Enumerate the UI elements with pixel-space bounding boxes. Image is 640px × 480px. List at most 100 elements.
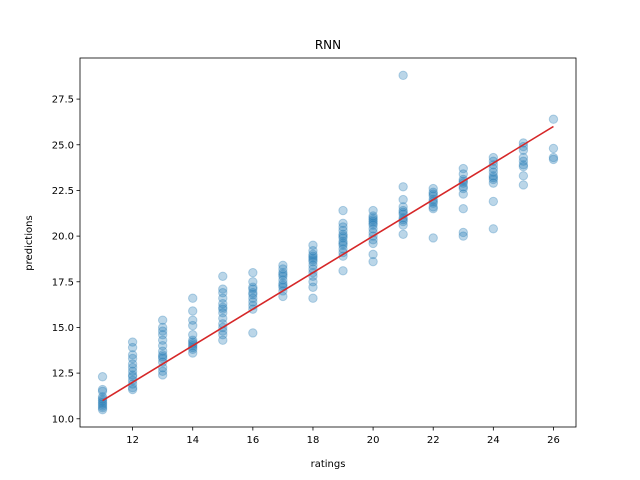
data-point: [548, 114, 559, 124]
data-point: [278, 267, 288, 278]
y-axis-label: predictions: [24, 215, 35, 270]
data-point: [97, 372, 108, 382]
data-point: [338, 231, 348, 241]
data-point: [188, 330, 198, 340]
data-point: [488, 152, 499, 163]
data-point: [308, 293, 318, 303]
data-point: [368, 218, 378, 229]
data-point: [97, 397, 108, 408]
data-point: [127, 353, 138, 364]
data-point: [428, 189, 438, 199]
data-point: [127, 370, 138, 380]
data-point: [157, 322, 168, 333]
data-point: [428, 187, 438, 197]
data-point: [248, 284, 258, 294]
data-point: [157, 330, 168, 340]
data-point: [127, 362, 138, 373]
data-point: [218, 330, 228, 340]
data-point: [488, 224, 499, 234]
data-point: [278, 269, 288, 280]
data-point: [248, 267, 258, 278]
data-point: [218, 335, 228, 345]
data-point: [127, 342, 138, 353]
fit-line: [102, 125, 554, 402]
data-point: [518, 152, 529, 163]
data-point: [338, 236, 348, 247]
data-point: [127, 337, 138, 347]
data-point: [188, 348, 198, 358]
data-point: [157, 351, 168, 362]
x-axis: 12 14 16 18 20 22 24 26: [126, 427, 560, 446]
x-tick-label: 20: [367, 435, 380, 446]
data-point: [338, 205, 348, 216]
data-point: [157, 350, 168, 360]
data-point: [368, 220, 378, 230]
data-point: [398, 194, 408, 205]
data-point: [218, 304, 228, 314]
data-point: [127, 384, 138, 395]
data-point: [308, 277, 318, 287]
y-tick-label: 27.5: [52, 95, 74, 106]
data-point: [398, 205, 408, 216]
data-point: [338, 266, 348, 276]
data-point: [428, 202, 438, 212]
data-point: [458, 204, 468, 214]
data-point: [248, 289, 258, 300]
data-point: [368, 256, 378, 267]
data-point: [308, 249, 318, 260]
data-point: [97, 403, 108, 413]
data-point: [338, 238, 348, 249]
data-point: [488, 171, 499, 181]
data-point: [188, 320, 198, 331]
data-point: [488, 167, 499, 177]
data-point: [488, 178, 499, 188]
y-tick-label: 17.5: [52, 277, 74, 288]
data-point: [458, 163, 468, 174]
data-point: [127, 383, 138, 393]
data-point: [218, 308, 228, 318]
data-point: [368, 216, 378, 227]
data-point: [368, 205, 378, 216]
data-point: [518, 160, 529, 170]
data-point: [428, 204, 438, 214]
data-point: [248, 293, 258, 303]
data-point: [398, 220, 408, 230]
data-point: [518, 145, 529, 155]
y-tick-label: 25.0: [52, 140, 74, 151]
x-tick-label: 22: [427, 435, 440, 446]
y-tick-label: 15.0: [52, 323, 74, 334]
data-point: [97, 384, 108, 395]
data-point: [308, 240, 318, 250]
data-point: [308, 260, 318, 271]
data-point: [398, 182, 408, 192]
data-point: [458, 182, 468, 192]
data-point: [218, 284, 228, 294]
y-tick-label: 22.5: [52, 186, 74, 197]
data-point: [518, 180, 529, 190]
x-tick-label: 12: [126, 435, 139, 446]
data-point: [188, 335, 198, 345]
data-point: [218, 302, 228, 313]
x-tick-label: 16: [246, 435, 259, 446]
data-point: [157, 335, 168, 345]
data-point: [518, 161, 529, 172]
data-point: [338, 218, 348, 229]
data-point: [157, 366, 168, 376]
y-tick-label: 10.0: [52, 414, 74, 425]
data-point: [398, 229, 408, 239]
x-tick-label: 18: [307, 435, 320, 446]
data-point: [338, 240, 348, 250]
data-point: [248, 297, 258, 307]
data-point: [368, 249, 378, 260]
y-tick-label: 12.5: [52, 369, 74, 380]
data-point: [458, 169, 468, 179]
data-point: [278, 291, 288, 302]
data-point: [398, 70, 408, 81]
data-point: [278, 278, 288, 289]
data-point: [398, 202, 408, 212]
data-point: [398, 207, 408, 218]
data-point: [218, 299, 228, 309]
data-point: [338, 225, 348, 236]
fit-line-layer: [102, 125, 554, 402]
